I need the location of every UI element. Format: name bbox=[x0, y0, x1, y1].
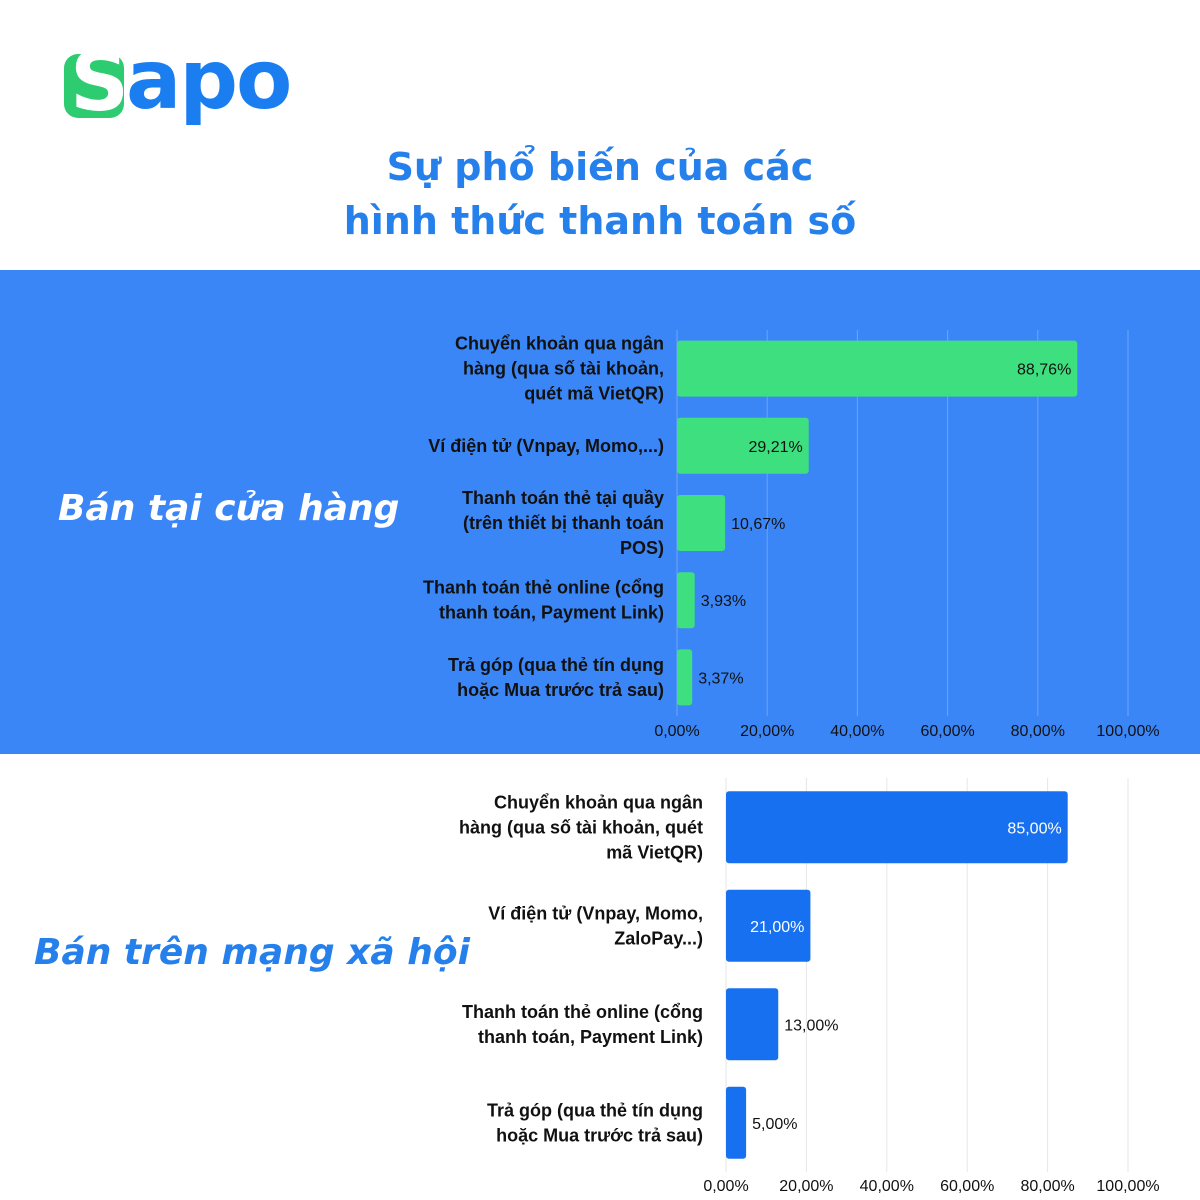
category-label: Trả góp (qua thẻ tín dụng bbox=[448, 655, 664, 675]
x-tick-label: 40,00% bbox=[830, 723, 884, 740]
x-tick-label: 100,00% bbox=[1096, 723, 1159, 740]
bar bbox=[677, 649, 693, 706]
x-tick-label: 60,00% bbox=[940, 1178, 994, 1195]
data-label: 3,37% bbox=[698, 670, 743, 687]
data-label: 5,00% bbox=[752, 1116, 797, 1133]
x-tick-label: 80,00% bbox=[1011, 723, 1065, 740]
x-tick-label: 20,00% bbox=[779, 1178, 833, 1195]
category-label: mã VietQR) bbox=[606, 842, 703, 862]
bar bbox=[677, 340, 1078, 397]
bar bbox=[726, 988, 779, 1061]
x-tick-label: 80,00% bbox=[1020, 1178, 1074, 1195]
section-label-store: Bán tại cửa hàng bbox=[58, 488, 400, 529]
sapo-logo: S apo bbox=[64, 40, 294, 128]
category-label: Chuyển khoản qua ngân bbox=[494, 792, 703, 812]
x-tick-label: 40,00% bbox=[860, 1178, 914, 1195]
category-label: Ví điện tử (Vnpay, Momo,...) bbox=[428, 436, 664, 456]
x-tick-label: 60,00% bbox=[920, 723, 974, 740]
bar bbox=[677, 417, 809, 474]
title-line-1: Sự phổ biến của các bbox=[386, 145, 814, 189]
data-label: 29,21% bbox=[748, 439, 802, 456]
bar bbox=[677, 572, 695, 629]
data-label: 10,67% bbox=[731, 516, 785, 533]
category-label: hàng (qua số tài khoản, quét bbox=[459, 817, 703, 837]
x-tick-label: 0,00% bbox=[703, 1178, 748, 1195]
data-label: 13,00% bbox=[784, 1017, 838, 1034]
category-label: thanh toán, Payment Link) bbox=[478, 1027, 703, 1047]
data-label: 88,76% bbox=[1017, 362, 1071, 379]
category-label: hoặc Mua trước trả sau) bbox=[496, 1125, 703, 1145]
data-label: 85,00% bbox=[1007, 820, 1061, 837]
logo-wordmark: apo bbox=[126, 33, 292, 128]
logo-letter-s: S bbox=[70, 35, 130, 130]
x-tick-label: 20,00% bbox=[740, 723, 794, 740]
category-label: POS) bbox=[620, 538, 664, 558]
section-label-social: Bán trên mạng xã hội bbox=[34, 932, 470, 973]
category-label: Thanh toán thẻ online (cổng bbox=[423, 578, 664, 598]
title-line-2: hình thức thanh toán số bbox=[343, 199, 857, 243]
bar bbox=[726, 791, 1068, 864]
category-label: Ví điện tử (Vnpay, Momo, bbox=[488, 903, 703, 923]
bar bbox=[726, 1086, 747, 1159]
category-label: (trên thiết bị thanh toán bbox=[463, 513, 664, 533]
logo-badge bbox=[64, 54, 124, 118]
category-label: Thanh toán thẻ tại quầy bbox=[462, 488, 664, 508]
x-tick-label: 100,00% bbox=[1096, 1178, 1159, 1195]
data-label: 3,93% bbox=[701, 593, 746, 610]
x-tick-label: 0,00% bbox=[654, 723, 699, 740]
category-label: Chuyển khoản qua ngân bbox=[455, 334, 664, 354]
category-label: hàng (qua số tài khoản, bbox=[463, 359, 664, 379]
bar bbox=[726, 889, 811, 962]
data-label: 21,00% bbox=[750, 919, 804, 936]
page-title: Sự phổ biến của các hình thức thanh toán… bbox=[0, 140, 1200, 248]
bar bbox=[677, 495, 726, 551]
category-label: thanh toán, Payment Link) bbox=[439, 603, 664, 623]
category-label: Thanh toán thẻ online (cổng bbox=[462, 1002, 703, 1022]
category-label: Trả góp (qua thẻ tín dụng bbox=[487, 1100, 703, 1120]
category-label: hoặc Mua trước trả sau) bbox=[457, 680, 664, 700]
category-label: ZaloPay...) bbox=[614, 928, 703, 948]
category-label: quét mã VietQR) bbox=[524, 384, 664, 404]
